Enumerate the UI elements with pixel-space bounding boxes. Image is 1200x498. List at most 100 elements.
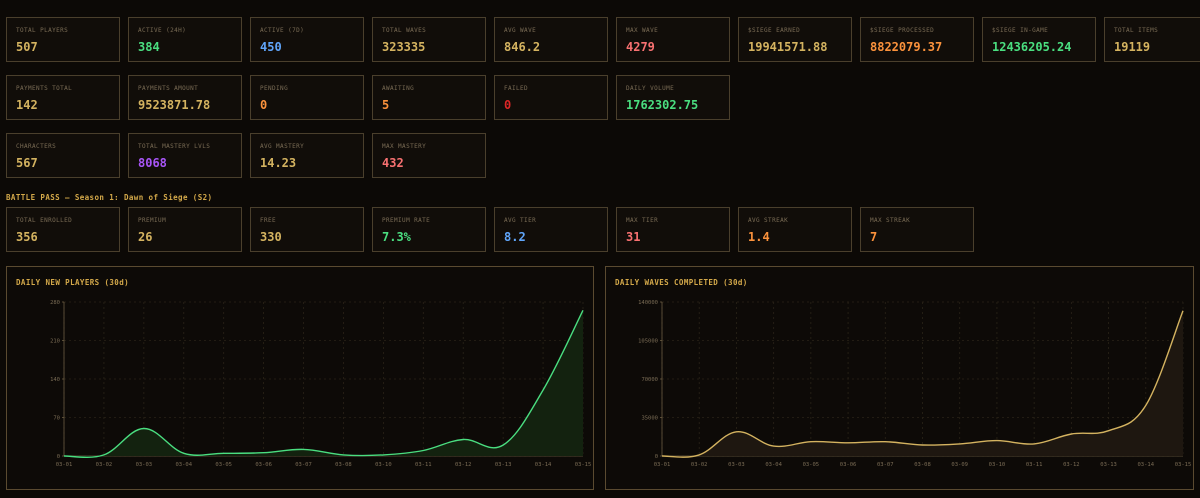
series-line [63, 309, 584, 459]
stat-value: 8068 [138, 156, 167, 170]
stat-label: TOTAL PLAYERS [16, 27, 69, 34]
stat-card: MAX STREAK 7 [860, 207, 974, 252]
x-tick-label: 03-02 [96, 462, 113, 468]
stat-label: PREMIUM [138, 217, 167, 224]
x-tick-label: 03-07 [295, 462, 312, 468]
stat-label: PENDING [260, 85, 289, 92]
stat-card: AVG STREAK 1.4 [738, 207, 852, 252]
x-tick-label: 03-12 [455, 462, 472, 468]
stat-value: 567 [16, 156, 38, 170]
stat-card: MAX MASTERY 432 [372, 133, 486, 178]
stat-label: AVG TIER [504, 217, 537, 224]
stat-label: FAILED [504, 85, 529, 92]
x-tick-label: 03-14 [1138, 462, 1155, 468]
stat-label: MAX STREAK [870, 217, 911, 224]
stat-label: ACTIVE (7D) [260, 27, 305, 34]
x-tick-label: 03-09 [951, 462, 968, 468]
stat-card: PAYMENTS AMOUNT 9523871.78 [128, 75, 242, 120]
stat-label: MAX TIER [626, 217, 659, 224]
y-tick-label: 70000 [641, 377, 658, 383]
stat-label: AVG MASTERY [260, 143, 305, 150]
stat-card: $SIEGE PROCESSED 8822079.37 [860, 17, 974, 62]
y-tick-label: 35000 [641, 416, 658, 422]
x-tick-label: 03-08 [335, 462, 352, 468]
series-line [661, 310, 1184, 458]
stat-value: 19119 [1114, 40, 1151, 54]
y-tick-label: 105000 [638, 339, 658, 345]
stat-card: PREMIUM 26 [128, 207, 242, 252]
stat-label: $SIEGE IN-GAME [992, 27, 1049, 34]
y-tick-label: 140000 [638, 300, 658, 306]
stat-value: 8.2 [504, 230, 526, 244]
x-tick-label: 03-11 [1026, 462, 1043, 468]
stat-card: $SIEGE EARNED 19941571.88 [738, 17, 852, 62]
stat-value: 1762302.75 [626, 98, 699, 112]
x-tick-label: 03-11 [415, 462, 432, 468]
stat-value: 356 [16, 230, 38, 244]
stat-label: FREE [260, 217, 277, 224]
x-tick-label: 03-03 [728, 462, 745, 468]
x-tick-label: 03-04 [765, 462, 782, 468]
x-tick-label: 03-15 [575, 462, 592, 468]
stat-value: 8822079.37 [870, 40, 943, 54]
series-area [64, 310, 583, 458]
x-tick-label: 03-10 [989, 462, 1006, 468]
y-tick-label: 280 [50, 300, 60, 306]
stat-card: TOTAL ENROLLED 356 [6, 207, 120, 252]
stat-card: AVG WAVE 846.2 [494, 17, 608, 62]
stat-card: PENDING 0 [250, 75, 364, 120]
chart-panel-new-players: DAILY NEW PLAYERS (30d) 0 70 140 210 280 03-0… [6, 266, 594, 490]
stat-card: AVG TIER 8.2 [494, 207, 608, 252]
stat-label: ACTIVE (24H) [138, 27, 187, 34]
stat-value: 7.3% [382, 230, 411, 244]
stat-value: 19941571.88 [748, 40, 828, 54]
stat-value: 330 [260, 230, 282, 244]
x-tick-label: 03-06 [255, 462, 272, 468]
x-tick-label: 03-01 [654, 462, 671, 468]
x-tick-label: 03-13 [495, 462, 512, 468]
stat-card: PAYMENTS TOTAL 142 [6, 75, 120, 120]
x-tick-label: 03-10 [375, 462, 392, 468]
stat-label: MAX WAVE [626, 27, 659, 34]
stat-card: MAX WAVE 4279 [616, 17, 730, 62]
stat-value: 323335 [382, 40, 426, 54]
x-tick-label: 03-13 [1100, 462, 1117, 468]
stat-label: TOTAL ITEMS [1114, 27, 1159, 34]
x-tick-label: 03-12 [1063, 462, 1080, 468]
stat-value: 507 [16, 40, 38, 54]
stat-label: DAILY VOLUME [626, 85, 675, 92]
stat-label: AVG STREAK [748, 217, 789, 224]
chart-waves-completed: 0 35000 70000 105000 140000 03-01 03-02 03-03 03… [638, 300, 1192, 468]
chart-new-players: 0 70 140 210 280 03-01 03-02 03-03 03-04 03-05 03-… [50, 300, 592, 468]
stat-value: 142 [16, 98, 38, 112]
y-tick-label: 0 [57, 454, 60, 460]
stat-label: PAYMENTS TOTAL [16, 85, 73, 92]
stat-card: ACTIVE (7D) 450 [250, 17, 364, 62]
stat-label: $SIEGE PROCESSED [870, 27, 935, 34]
stat-value: 450 [260, 40, 282, 54]
stat-value: 1.4 [748, 230, 770, 244]
stat-label: PREMIUM RATE [382, 217, 431, 224]
stat-card: $SIEGE IN-GAME 12436205.24 [982, 17, 1096, 62]
stat-label: TOTAL ENROLLED [16, 217, 73, 224]
stat-card: FAILED 0 [494, 75, 608, 120]
stat-card: FREE 330 [250, 207, 364, 252]
stat-value: 31 [626, 230, 641, 244]
stat-card: TOTAL WAVES 323335 [372, 17, 486, 62]
y-tick-label: 210 [50, 339, 60, 345]
stat-value: 0 [260, 98, 268, 112]
stat-label: PAYMENTS AMOUNT [138, 85, 199, 92]
x-tick-label: 03-15 [1175, 462, 1192, 468]
y-tick-label: 70 [53, 416, 60, 422]
stat-card: AVG MASTERY 14.23 [250, 133, 364, 178]
stat-card: MAX TIER 31 [616, 207, 730, 252]
chart-title: DAILY WAVES COMPLETED (30d) [615, 278, 748, 287]
x-tick-label: 03-03 [136, 462, 153, 468]
stat-label: TOTAL MASTERY LVLS [138, 143, 211, 150]
series-area [662, 310, 1183, 458]
stat-value: 0 [504, 98, 512, 112]
x-tick-label: 03-01 [56, 462, 73, 468]
stat-value: 9523871.78 [138, 98, 211, 112]
stat-value: 26 [138, 230, 153, 244]
x-tick-label: 03-04 [175, 462, 192, 468]
